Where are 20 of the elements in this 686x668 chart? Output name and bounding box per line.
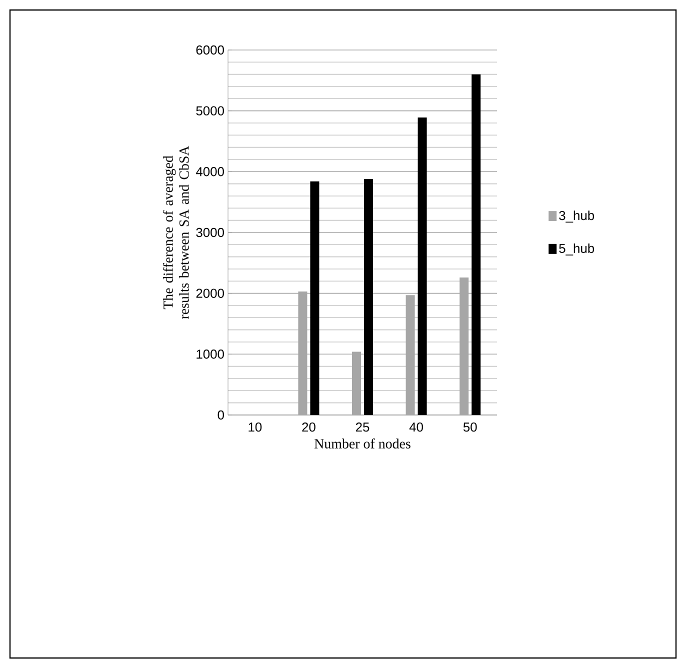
legend-label: 3_hub	[559, 210, 594, 223]
bar	[418, 118, 427, 415]
x-tick-label: 25	[356, 422, 370, 432]
y-tick-label: 3000	[196, 228, 224, 238]
bar	[310, 181, 320, 415]
y-tick-label: 5000	[196, 106, 224, 116]
bar	[472, 74, 481, 415]
x-tick-label: 20	[302, 422, 316, 432]
y-tick-label: 1000	[196, 350, 224, 359]
y-tick-label: 0	[218, 410, 224, 420]
x-tick-label: 50	[463, 422, 477, 432]
y-tick-label: 4000	[196, 167, 224, 176]
x-tick-label: 10	[248, 422, 262, 432]
x-axis-title: Number of nodes	[314, 438, 410, 448]
bar	[364, 178, 374, 415]
y-tick-label: 2000	[196, 288, 224, 298]
y-axis-title: The difference of averaged results between SA and CbSA	[162, 146, 189, 319]
y-tick-label: 6000	[196, 45, 224, 55]
legend-label: 5_hub	[559, 243, 594, 256]
x-tick-label: 40	[409, 422, 424, 432]
